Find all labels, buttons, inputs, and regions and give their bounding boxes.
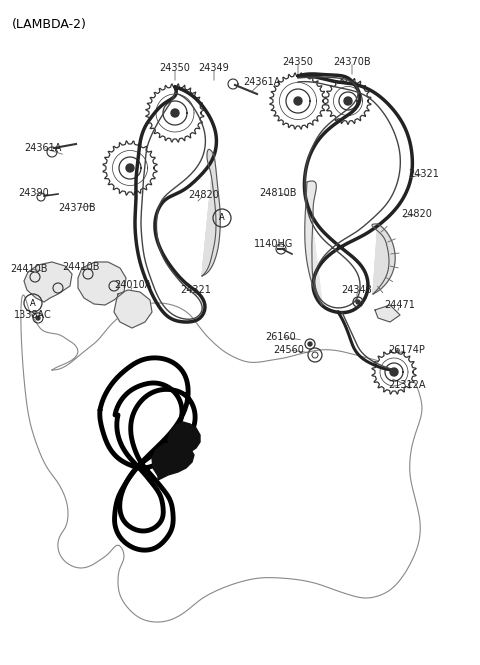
Text: A: A [219, 213, 225, 223]
Circle shape [294, 97, 302, 105]
Text: 24471: 24471 [384, 300, 415, 310]
Polygon shape [372, 224, 395, 294]
Polygon shape [78, 262, 126, 305]
Text: 24361A: 24361A [24, 143, 62, 153]
Text: 24010A: 24010A [114, 280, 152, 290]
Text: 24390: 24390 [19, 188, 49, 198]
Polygon shape [325, 78, 371, 124]
Text: 24321: 24321 [180, 285, 211, 295]
Circle shape [308, 342, 312, 346]
Text: (LAMBDA-2): (LAMBDA-2) [12, 18, 87, 31]
Polygon shape [270, 72, 326, 129]
Polygon shape [375, 305, 400, 322]
Text: 26160: 26160 [265, 332, 296, 342]
Polygon shape [305, 181, 322, 305]
Circle shape [171, 109, 179, 117]
Polygon shape [146, 84, 204, 142]
Text: 24361A: 24361A [243, 77, 281, 87]
Text: 24348: 24348 [342, 285, 372, 295]
Text: 24350: 24350 [159, 63, 191, 73]
Text: 24349: 24349 [199, 63, 229, 73]
Text: 24410B: 24410B [10, 264, 48, 274]
Circle shape [36, 316, 40, 320]
Circle shape [344, 97, 352, 105]
Text: 21312A: 21312A [388, 380, 426, 390]
Text: 24370B: 24370B [333, 57, 371, 67]
Polygon shape [152, 442, 194, 480]
Polygon shape [372, 350, 416, 394]
Circle shape [356, 300, 360, 304]
Polygon shape [103, 141, 157, 196]
Text: 24350: 24350 [283, 57, 313, 67]
Text: 24370B: 24370B [58, 203, 96, 213]
Text: 1338AC: 1338AC [14, 310, 52, 320]
Circle shape [126, 164, 134, 172]
Text: A: A [30, 299, 36, 307]
Polygon shape [114, 290, 152, 328]
Text: 24410B: 24410B [62, 262, 100, 272]
Polygon shape [202, 150, 220, 276]
Text: 24820: 24820 [402, 209, 432, 219]
Circle shape [390, 368, 398, 376]
Text: 24810B: 24810B [259, 188, 297, 198]
Polygon shape [24, 262, 72, 302]
Polygon shape [168, 422, 200, 462]
Text: 24820: 24820 [189, 190, 219, 200]
Text: 26174P: 26174P [389, 345, 425, 355]
Text: 24560: 24560 [274, 345, 304, 355]
Text: 24321: 24321 [408, 169, 439, 179]
Text: 1140HG: 1140HG [254, 239, 294, 249]
Polygon shape [21, 295, 422, 622]
